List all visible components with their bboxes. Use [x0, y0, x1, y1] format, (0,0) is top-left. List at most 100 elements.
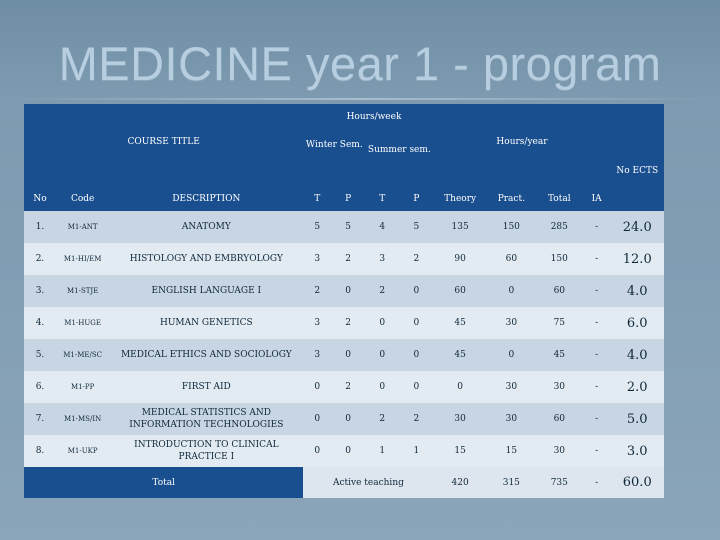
total-hours: 30: [535, 435, 583, 468]
winter-theory: 0: [303, 435, 332, 468]
row-number: 7.: [24, 403, 56, 436]
total-practice: 315: [486, 467, 536, 498]
summer-theory: 2: [365, 403, 400, 436]
winter-theory: 3: [303, 339, 332, 372]
practice-hours: 30: [486, 371, 536, 404]
table-row: 2. M1-HI/EM HISTOLOGY AND EMBRYOLOGY 3 2 3 2 90…: [24, 243, 664, 276]
practice-hours: 150: [486, 211, 536, 244]
ia-value: -: [582, 371, 611, 404]
winter-practice: 0: [331, 403, 366, 436]
summer-theory: 3: [365, 243, 400, 276]
table-row: 5. M1-ME/SC MEDICAL ETHICS AND SOCIOLOGY 3 0…: [24, 339, 664, 372]
total-hours: 60: [535, 275, 583, 308]
summer-theory: 0: [365, 339, 400, 372]
winter-practice: 0: [331, 275, 366, 308]
total-hours: 45: [535, 339, 583, 372]
winter-practice: 2: [331, 307, 366, 340]
table-row: 7. M1-MS/IN MEDICAL STATISTICS AND INFORMA…: [24, 403, 664, 436]
summer-practice: 2: [399, 243, 434, 276]
practice-hours: 0: [486, 339, 536, 372]
winter-theory-header: T: [303, 186, 332, 212]
total-theory: 420: [433, 467, 487, 498]
ia-header: IA: [582, 186, 611, 212]
ects-value: 4.0: [610, 275, 664, 308]
practice-hours: 60: [486, 243, 536, 276]
row-number: 5.: [24, 339, 56, 372]
course-description: INTRODUCTION TO CLINICAL PRACTICE I: [109, 435, 304, 468]
ia-value: -: [582, 275, 611, 308]
practice-header: Pract.: [486, 186, 536, 212]
practice-hours: 30: [486, 307, 536, 340]
winter-practice-header: P: [331, 186, 366, 212]
row-number: 8.: [24, 435, 56, 468]
ects-value: 4.0: [610, 339, 664, 372]
no-header: No: [24, 186, 56, 212]
table-row: 1. M1-ANT ANATOMY 5 5 4 5 135 150 285-24.0: [24, 211, 664, 244]
summer-practice-header: P: [399, 186, 434, 212]
winter-theory: 0: [303, 403, 332, 436]
slide-title: MEDICINE year 1 - program: [58, 37, 662, 90]
summer-theory: 2: [365, 275, 400, 308]
summer-practice: 5: [399, 211, 434, 244]
total-hours: 60: [535, 403, 583, 436]
ia-value: -: [582, 339, 611, 372]
row-number: 4.: [24, 307, 56, 340]
winter-theory: 3: [303, 243, 332, 276]
description-header: DESCRIPTION: [109, 186, 304, 212]
total-hours: 285: [535, 211, 583, 244]
winter-practice: 0: [331, 435, 366, 468]
winter-practice: 2: [331, 243, 366, 276]
summer-practice: 0: [399, 275, 434, 308]
theory-hours: 45: [433, 339, 487, 372]
ects-value: 3.0: [610, 435, 664, 468]
course-code: M1-HUGE: [55, 307, 110, 340]
theory-header: Theory: [433, 186, 487, 212]
ia-value: -: [582, 307, 611, 340]
summer-practice: 1: [399, 435, 434, 468]
row-number: 6.: [24, 371, 56, 404]
course-description: HUMAN GENETICS: [109, 307, 304, 340]
total-hours: 735: [535, 467, 583, 498]
ects-value: 12.0: [610, 243, 664, 276]
total-ects: 60.0: [610, 467, 664, 498]
ects-value: 2.0: [610, 371, 664, 404]
summer-theory: 1: [365, 435, 400, 468]
winter-practice: 2: [331, 371, 366, 404]
ects-value: 6.0: [610, 307, 664, 340]
theory-hours: 30: [433, 403, 487, 436]
summer-practice: 0: [399, 339, 434, 372]
course-code: M1-HI/EM: [55, 243, 110, 276]
course-description: MEDICAL ETHICS AND SOCIOLOGY: [109, 339, 304, 372]
ia-value: -: [582, 435, 611, 468]
theory-hours: 90: [433, 243, 487, 276]
course-code: M1-ME/SC: [55, 339, 110, 372]
active-teaching-label: Active teaching: [303, 467, 434, 498]
row-number: 2.: [24, 243, 56, 276]
theory-hours: 15: [433, 435, 487, 468]
practice-hours: 0: [486, 275, 536, 308]
winter-theory: 3: [303, 307, 332, 340]
course-code: M1-UKP: [55, 435, 110, 468]
course-description: MEDICAL STATISTICS AND INFORMATION TECHN…: [109, 403, 304, 436]
total-hours: 30: [535, 371, 583, 404]
total-hours: 75: [535, 307, 583, 340]
winter-sem-header: Winter Sem.: [303, 130, 366, 187]
theory-hours: 45: [433, 307, 487, 340]
ects-header: No ECTS: [610, 130, 664, 212]
theory-hours: 135: [433, 211, 487, 244]
ects-value: 24.0: [610, 211, 664, 244]
row-number: 1.: [24, 211, 56, 244]
ia-value: -: [582, 243, 611, 276]
summer-theory: 0: [365, 371, 400, 404]
course-code: M1-PP: [55, 371, 110, 404]
winter-practice: 0: [331, 339, 366, 372]
total-ia: -: [582, 467, 611, 498]
summer-practice: 0: [399, 371, 434, 404]
winter-practice: 5: [331, 211, 366, 244]
practice-hours: 30: [486, 403, 536, 436]
hours-week-header: Hours/week: [24, 104, 664, 131]
hours-year-header: Hours/year: [433, 130, 611, 187]
code-header: Code: [55, 186, 110, 212]
course-description: ENGLISH LANGUAGE I: [109, 275, 304, 308]
course-description: HISTOLOGY AND EMBRYOLOGY: [109, 243, 304, 276]
